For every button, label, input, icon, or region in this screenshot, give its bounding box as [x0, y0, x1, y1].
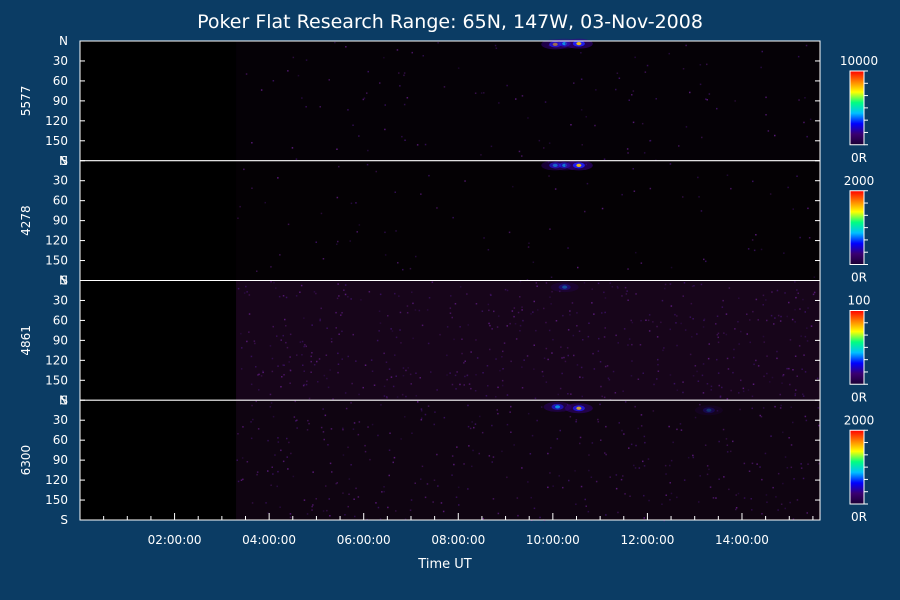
- aurora-blob: [702, 407, 715, 414]
- y-tick-label: N: [59, 154, 68, 168]
- colorbar-min-label: 0R: [851, 271, 867, 285]
- y-tick-label: 120: [45, 114, 68, 128]
- aurora-core: [706, 408, 712, 412]
- colorbar: [849, 429, 865, 505]
- aurora-core: [552, 42, 558, 46]
- colorbar: [849, 310, 865, 385]
- colorbar-min-label: 0R: [851, 390, 867, 404]
- y-tick-label: 60: [53, 74, 68, 88]
- noise-points: [237, 280, 819, 402]
- colorbar-min-label: 0R: [851, 151, 867, 165]
- x-axis: 02:00:00 04:00:00 06:00:00 08:00:00 10:00:00…: [103, 513, 814, 547]
- chart-title: Poker Flat Research Range: 65N, 147W, 03…: [197, 11, 703, 33]
- panel-4861: N 30 60 90 120 150 S 4861 100 0R: [19, 274, 870, 408]
- y-tick-label: 60: [53, 313, 68, 327]
- panel-5577: N 30 60 90 120 150 S 5577 10000 0R: [19, 34, 878, 168]
- y-tick-label: 30: [53, 413, 68, 427]
- aurora-core: [576, 42, 582, 46]
- aurora-core: [562, 285, 568, 289]
- y-tick-label: 30: [53, 293, 68, 307]
- y-tick-label: 60: [53, 194, 68, 208]
- y-tick-label: 150: [45, 254, 68, 268]
- data-wash: [236, 280, 821, 401]
- noise-points: [237, 161, 816, 281]
- colorbar-min-label: 0R: [851, 510, 867, 524]
- panel-6300: N 30 60 90 120 150 S 6300 2000 0R: [19, 393, 874, 527]
- panel-label-4861: 4861: [19, 325, 33, 356]
- y-tick-label: 90: [53, 333, 68, 347]
- x-tick-label: 08:00:00: [431, 533, 485, 547]
- panel-label-4278: 4278: [19, 205, 33, 236]
- aurora-core: [576, 163, 582, 168]
- panel-background: [80, 41, 820, 161]
- aurora-glow: [550, 282, 579, 293]
- y-tick-label: S: [60, 393, 68, 407]
- colorbar-max-label: 10000: [840, 54, 878, 68]
- colorbar-max-label: 2000: [844, 174, 875, 188]
- y-tick-label: S: [60, 154, 68, 168]
- aurora-blob: [558, 284, 571, 291]
- x-tick-label: 02:00:00: [148, 533, 202, 547]
- x-tick-label: 10:00:00: [526, 533, 580, 547]
- panel-background: [80, 160, 820, 281]
- x-tick-label: 12:00:00: [620, 533, 674, 547]
- y-tick-label: N: [59, 34, 68, 48]
- aurora-core: [576, 406, 582, 410]
- y-tick-label: S: [60, 513, 68, 527]
- colorbar: [849, 190, 865, 265]
- y-tick-label: 30: [53, 174, 68, 188]
- y-tick-label: 60: [53, 433, 68, 447]
- panel-4278: N 30 60 90 120 150 S 4278 2000 0R: [19, 154, 874, 288]
- y-tick-label: 120: [45, 234, 68, 248]
- aurora-glow: [694, 405, 723, 416]
- colorbar-max-label: 2000: [844, 413, 875, 427]
- x-tick-label: 14:00:00: [715, 533, 769, 547]
- panel-label-6300: 6300: [19, 445, 33, 476]
- y-tick-label: 150: [45, 134, 68, 148]
- y-tick-label: 150: [45, 373, 68, 387]
- data-wash: [236, 400, 821, 520]
- data-wash: [236, 160, 821, 281]
- y-tick-label: 90: [53, 453, 68, 467]
- y-tick-label: 120: [45, 473, 68, 487]
- colorbar-max-label: 100: [848, 294, 871, 308]
- y-tick-label: 90: [53, 214, 68, 228]
- y-tick-label: 30: [53, 54, 68, 68]
- colorbar: [849, 70, 865, 146]
- aurora-core: [552, 163, 558, 168]
- noise-points: [245, 41, 812, 162]
- aurora-core: [555, 405, 561, 409]
- noise-points: [236, 400, 822, 522]
- y-tick-label: S: [60, 274, 68, 288]
- y-tick-label: 90: [53, 94, 68, 108]
- x-tick-label: 06:00:00: [337, 533, 391, 547]
- panel-background: [80, 400, 820, 520]
- panel-label-5577: 5577: [19, 86, 33, 117]
- panels-group: N 30 60 90 120 150 S 5577 10000 0R N 30 60 90 120 150 S 4…: [19, 34, 878, 527]
- y-tick-label: N: [59, 393, 68, 407]
- x-axis-label: Time UT: [417, 557, 471, 572]
- data-wash: [236, 41, 821, 161]
- y-tick-label: N: [59, 274, 68, 288]
- y-tick-label: 120: [45, 353, 68, 367]
- x-tick-label: 04:00:00: [242, 533, 296, 547]
- y-tick-label: 150: [45, 493, 68, 507]
